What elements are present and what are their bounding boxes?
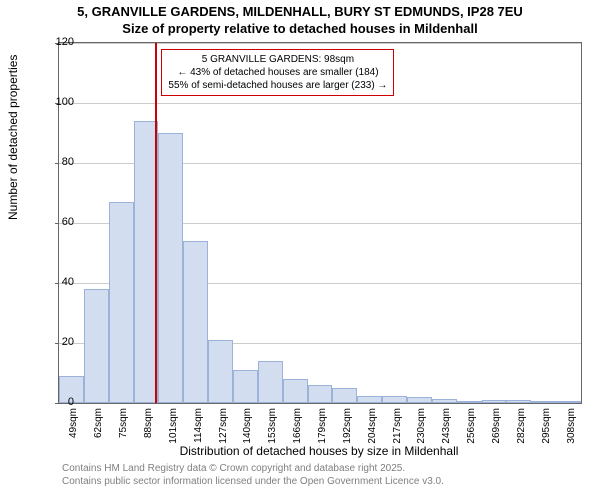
- bar: [482, 400, 507, 403]
- x-axis-label: Distribution of detached houses by size …: [58, 444, 580, 458]
- bar: [457, 401, 482, 403]
- y-tick-label: 80: [34, 156, 74, 168]
- plot-area: 5 GRANVILLE GARDENS: 98sqm ← 43% of deta…: [58, 42, 582, 404]
- bar: [84, 289, 109, 403]
- x-tick-label: 256sqm: [466, 408, 477, 448]
- bar: [332, 388, 357, 403]
- x-tick-label: 217sqm: [392, 408, 403, 448]
- bar: [531, 401, 556, 403]
- bar: [357, 396, 382, 404]
- y-tick-label: 60: [34, 216, 74, 228]
- x-tick-label: 88sqm: [143, 408, 154, 448]
- title-line-1: 5, GRANVILLE GARDENS, MILDENHALL, BURY S…: [0, 4, 600, 21]
- x-tick-label: 75sqm: [118, 408, 129, 448]
- callout-line-3: 55% of semi-detached houses are larger (…: [168, 79, 387, 92]
- chart-container: 5, GRANVILLE GARDENS, MILDENHALL, BURY S…: [0, 0, 600, 500]
- x-tick-label: 295sqm: [541, 408, 552, 448]
- bar: [283, 379, 308, 403]
- x-tick-label: 166sqm: [292, 408, 303, 448]
- grid-line: [59, 43, 581, 44]
- grid-line: [59, 103, 581, 104]
- x-tick-label: 101sqm: [168, 408, 179, 448]
- bar: [506, 400, 531, 403]
- x-tick-label: 204sqm: [367, 408, 378, 448]
- x-tick-label: 140sqm: [242, 408, 253, 448]
- title-block: 5, GRANVILLE GARDENS, MILDENHALL, BURY S…: [0, 0, 600, 38]
- x-tick-label: 49sqm: [68, 408, 79, 448]
- bar: [407, 397, 432, 403]
- bar: [382, 396, 407, 404]
- y-tick-label: 0: [34, 396, 74, 408]
- x-tick-label: 127sqm: [218, 408, 229, 448]
- y-tick-label: 120: [34, 36, 74, 48]
- bar: [158, 133, 183, 403]
- y-tick-label: 100: [34, 96, 74, 108]
- bar: [109, 202, 134, 403]
- x-tick-label: 62sqm: [93, 408, 104, 448]
- bar: [258, 361, 283, 403]
- y-axis-label: Number of detached properties: [6, 55, 20, 220]
- footer: Contains HM Land Registry data © Crown c…: [62, 463, 444, 488]
- bar: [208, 340, 233, 403]
- y-tick-label: 20: [34, 336, 74, 348]
- x-tick-label: 308sqm: [566, 408, 577, 448]
- title-line-2: Size of property relative to detached ho…: [0, 21, 600, 38]
- callout-box: 5 GRANVILLE GARDENS: 98sqm ← 43% of deta…: [161, 49, 394, 96]
- bar: [556, 401, 581, 403]
- bar: [308, 385, 333, 403]
- y-tick-label: 40: [34, 276, 74, 288]
- callout-line-1: 5 GRANVILLE GARDENS: 98sqm: [168, 53, 387, 66]
- callout-line-2: ← 43% of detached houses are smaller (18…: [168, 66, 387, 79]
- x-tick-label: 282sqm: [516, 408, 527, 448]
- x-tick-label: 114sqm: [193, 408, 204, 448]
- x-tick-label: 192sqm: [342, 408, 353, 448]
- x-tick-label: 153sqm: [267, 408, 278, 448]
- reference-line: [155, 43, 157, 403]
- footer-line-2: Contains public sector information licen…: [62, 476, 444, 489]
- x-tick-label: 230sqm: [416, 408, 427, 448]
- x-tick-label: 179sqm: [317, 408, 328, 448]
- bar: [183, 241, 208, 403]
- footer-line-1: Contains HM Land Registry data © Crown c…: [62, 463, 444, 476]
- bar: [432, 399, 457, 404]
- bar: [233, 370, 258, 403]
- x-tick-label: 243sqm: [441, 408, 452, 448]
- x-tick-label: 269sqm: [491, 408, 502, 448]
